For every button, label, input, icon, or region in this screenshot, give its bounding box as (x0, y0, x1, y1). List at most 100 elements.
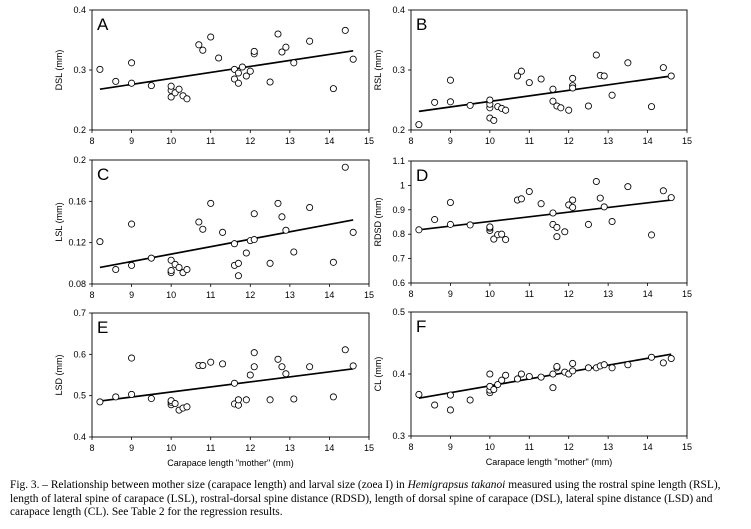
data-point (171, 399, 179, 408)
data-point (290, 395, 298, 403)
data-point (238, 63, 246, 71)
x-tick-label: 11 (525, 289, 534, 299)
data-point (128, 354, 136, 362)
y-tick-label: 0.6 (73, 349, 86, 359)
data-point (349, 228, 357, 236)
data-point (553, 233, 561, 241)
data-point (147, 254, 155, 262)
data-point (167, 256, 175, 264)
data-point (234, 79, 242, 87)
x-tick-label: 9 (448, 136, 453, 146)
x-tick-label: 15 (364, 136, 374, 146)
data-point (278, 48, 286, 56)
data-point (274, 30, 282, 38)
panel-letter: E (97, 318, 108, 337)
data-point (266, 259, 274, 267)
data-point (569, 203, 577, 211)
data-point (584, 364, 592, 372)
y-tick-label: 0.5 (392, 307, 405, 317)
plot-frame-b (410, 9, 688, 131)
x-tick-label: 13 (603, 289, 613, 299)
data-point (647, 353, 656, 361)
data-point (96, 65, 104, 73)
data-point (553, 223, 561, 231)
x-tick-label: 14 (324, 136, 334, 146)
data-point (234, 69, 242, 77)
data-point (207, 358, 215, 366)
y-tick-label: 0.5 (73, 391, 86, 401)
y-tick-label: 0.6 (392, 278, 405, 288)
data-point (242, 249, 250, 257)
data-point (282, 43, 290, 51)
data-point (128, 59, 136, 67)
data-point (569, 367, 577, 375)
data-point (446, 220, 454, 228)
data-point (112, 77, 120, 85)
data-point (199, 225, 207, 233)
data-point (215, 54, 223, 62)
data-point (486, 370, 494, 378)
data-point (431, 216, 439, 224)
x-tick-label: 8 (89, 443, 94, 453)
data-point (659, 187, 667, 195)
x-tick-label: 10 (166, 290, 176, 300)
data-point (466, 101, 474, 109)
data-point (446, 76, 454, 84)
regression-line (418, 75, 672, 113)
data-point (341, 346, 349, 354)
data-point (128, 261, 136, 269)
x-tick-label: 15 (364, 443, 374, 453)
x-axis-label: Carapace length "mother" (mm) (167, 458, 293, 468)
panel-e: 8 9 10 11 12 13 14 15 0.4 0.5 0.6 0.7 LSD (mm) Carapa… (54, 308, 374, 468)
data-point (242, 72, 250, 80)
data-point (537, 200, 545, 208)
data-point (498, 230, 506, 238)
y-axis-label: RSL (mm) (373, 50, 383, 91)
x-tick-label: 8 (89, 290, 94, 300)
y-tick-label: 0.12 (68, 238, 86, 248)
data-point (446, 391, 454, 399)
y-tick-label: 0.2 (73, 125, 86, 135)
y-tick-label: 0.3 (73, 65, 86, 75)
x-tick-label: 12 (564, 442, 574, 452)
y-axis-label: LSD (mm) (54, 355, 64, 396)
data-point (569, 74, 577, 82)
plot-frame-e (91, 312, 370, 438)
data-point (667, 194, 675, 202)
data-point (537, 75, 545, 83)
data-point (234, 396, 242, 404)
x-tick-label: 13 (285, 443, 295, 453)
x-tick-label: 11 (525, 136, 534, 146)
data-point (329, 258, 337, 266)
data-point (147, 395, 155, 403)
x-tick-label: 9 (129, 136, 134, 146)
data-point (517, 195, 525, 203)
data-point (329, 393, 337, 401)
data-point (486, 223, 494, 231)
data-point (502, 106, 510, 114)
y-tick-label: 0.9 (392, 205, 405, 215)
data-point (167, 267, 175, 275)
data-point (250, 349, 258, 357)
panel-a: 8 9 10 11 12 13 14 15 0.2 0.3 0.4 DSL (mm) A (54, 5, 374, 146)
data-point (230, 240, 238, 248)
data-point (446, 98, 454, 106)
panel-f: 8 9 10 11 12 13 14 15 0.3 0.4 0.5 CL (mm) Carapace l… (373, 307, 692, 467)
data-point (490, 385, 498, 394)
data-point (266, 396, 274, 404)
data-point (431, 401, 439, 409)
figure-caption: Fig. 3. – Relationship between mother si… (10, 479, 742, 520)
x-tick-label: 9 (129, 290, 134, 300)
data-point (234, 259, 242, 267)
x-tick-label: 10 (166, 136, 176, 146)
data-point (600, 72, 608, 80)
data-point (306, 363, 314, 371)
y-tick-label: 0.2 (392, 125, 405, 135)
x-tick-label: 10 (485, 289, 495, 299)
regression-line (99, 49, 354, 91)
x-tick-label: 10 (485, 136, 495, 146)
data-point (431, 98, 439, 106)
data-point (624, 59, 632, 67)
data-point (306, 204, 314, 212)
data-point (592, 177, 600, 186)
